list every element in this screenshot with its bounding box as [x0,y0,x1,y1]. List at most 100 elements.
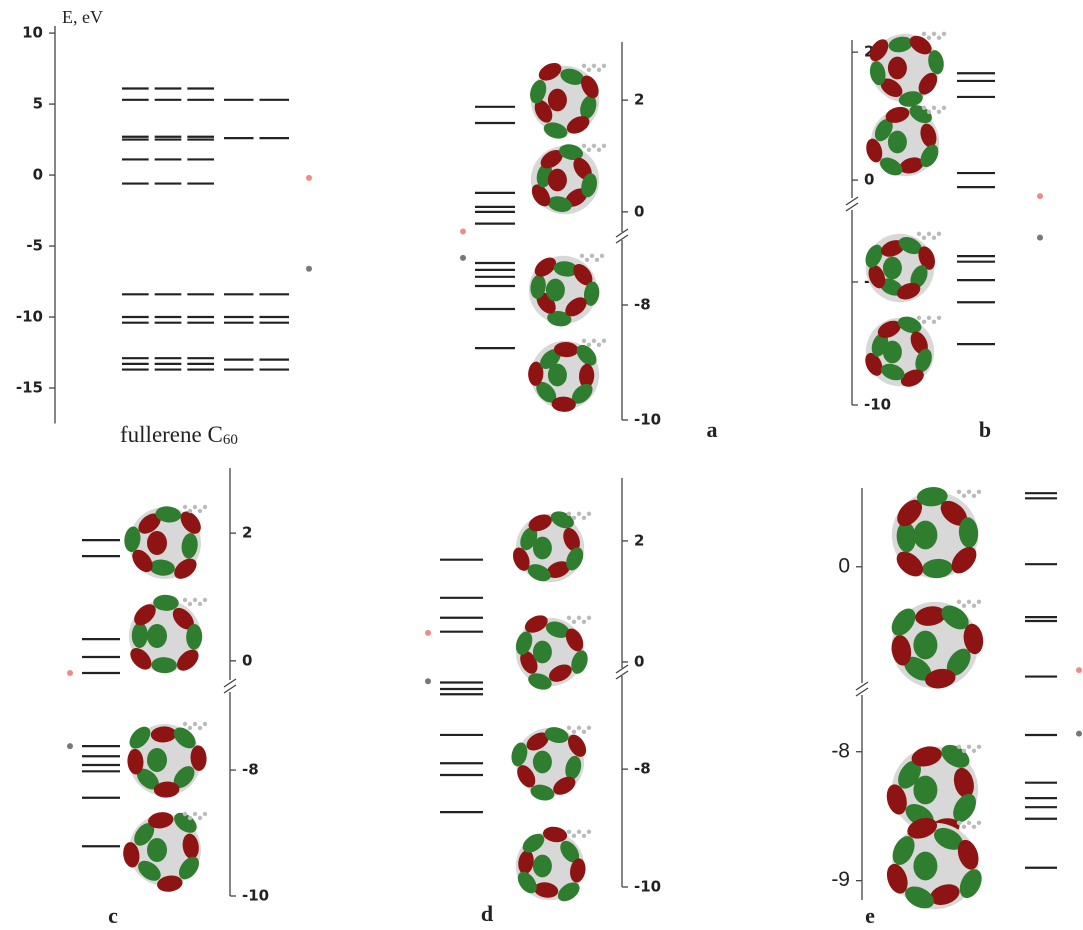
atom [183,722,187,726]
orbital-lobe [548,169,567,192]
atom [917,232,921,236]
atom [567,616,571,620]
atom [577,616,581,620]
atom [572,730,576,734]
atom [967,821,971,825]
atom [582,730,586,734]
atom [582,339,586,343]
orbital-image [527,59,606,141]
atom [932,106,936,110]
orbital-lobe [147,748,167,772]
atom [567,512,571,516]
atom [198,602,202,606]
y-tick-label: -8 [831,739,850,762]
atom [957,821,961,825]
level-marker [460,228,466,234]
orbital-lobe [533,855,552,878]
atom [198,509,202,513]
atom [922,236,926,240]
orbital-lobe [533,751,552,774]
atom [580,254,584,258]
level-marker [67,743,73,749]
orbital-lobe [147,838,167,862]
atom [967,490,971,494]
atom [198,726,202,730]
atom [937,232,941,236]
orbital-image [513,612,591,693]
y-tick-label: 10 [22,24,43,42]
atom [932,236,936,240]
atom [203,812,207,816]
atom [577,512,581,516]
atom [977,745,981,749]
level-marker [306,266,312,272]
atom [567,726,571,730]
y-tick-label: -10 [634,411,661,429]
y-tick-label: -8 [634,760,651,778]
atom [188,726,192,730]
orbital-lobe [533,537,552,560]
orbital-image [887,600,986,691]
y-tick-label: -10 [16,308,43,326]
y-tick-label: -10 [864,396,891,414]
atom [972,604,976,608]
orbital-image [123,505,207,583]
atom [587,343,591,347]
y-tick-label: 0 [634,202,644,220]
y-tick-label: 2 [242,524,252,542]
level-marker [425,678,431,684]
atom [922,106,926,110]
orbital-lobe [913,776,937,805]
atom [597,148,601,152]
atom [977,821,981,825]
atom [585,258,589,262]
atom [600,254,604,258]
atom [937,36,941,40]
atom [962,825,966,829]
atom [957,745,961,749]
y-tick-label: 0 [242,651,252,669]
atom [597,68,601,72]
atom [183,598,187,602]
atom [572,516,576,520]
atom [198,816,202,820]
atom [977,600,981,604]
panel-label: a [707,417,718,442]
panel-label: e [865,903,875,928]
y-tick-label: -9 [831,868,850,891]
orbital-lobe [533,641,552,664]
figure: 1050-5-10-15E, eVfullerene C6020-8-10a20… [0,0,1083,930]
caption-text: fullerene C [120,422,223,447]
atom [592,64,596,68]
orbital-image [122,809,208,894]
atom [927,316,931,320]
level-marker [1037,193,1043,199]
orbital-lobe [913,852,937,881]
y-tick-label: -15 [16,379,43,397]
atom [572,620,576,624]
atom [582,64,586,68]
y-tick-label: 2 [634,91,644,109]
level-marker [67,670,73,676]
atom [922,32,926,36]
atom [188,602,192,606]
level-marker [425,630,431,636]
atom [957,490,961,494]
atom [577,726,581,730]
atom [587,616,591,620]
orbital-image [126,594,207,674]
y-tick-label: -10 [634,878,661,896]
orbital-lobe [883,257,902,280]
level-marker [1037,235,1043,241]
atom [203,722,207,726]
atom [967,745,971,749]
atom [602,144,606,148]
atom [193,505,197,509]
orbital-image [862,314,941,391]
atom [957,600,961,604]
atom [193,812,197,816]
atom [183,505,187,509]
atom [602,339,606,343]
orbital-image [528,142,606,214]
y-tick-label: 0 [838,554,850,577]
